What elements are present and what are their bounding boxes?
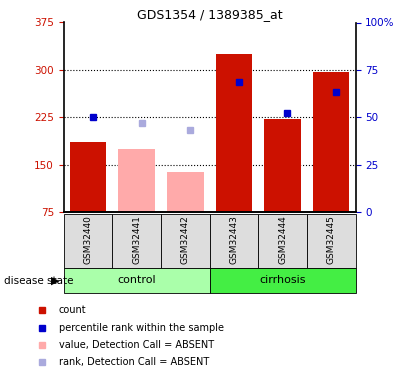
- Text: rank, Detection Call = ABSENT: rank, Detection Call = ABSENT: [59, 357, 209, 368]
- Text: value, Detection Call = ABSENT: value, Detection Call = ABSENT: [59, 340, 214, 350]
- Text: GSM32445: GSM32445: [327, 215, 336, 264]
- Bar: [64, 214, 112, 268]
- Bar: [161, 214, 210, 268]
- Text: count: count: [59, 305, 86, 315]
- Title: GDS1354 / 1389385_at: GDS1354 / 1389385_at: [137, 8, 282, 21]
- Bar: [118, 149, 155, 212]
- Text: ▶: ▶: [51, 276, 60, 285]
- Bar: [70, 142, 106, 212]
- Text: percentile rank within the sample: percentile rank within the sample: [59, 323, 224, 333]
- Bar: [313, 72, 349, 212]
- Text: GSM32442: GSM32442: [181, 216, 190, 264]
- Bar: [210, 268, 356, 292]
- Text: cirrhosis: cirrhosis: [259, 275, 306, 285]
- Bar: [264, 119, 301, 212]
- Bar: [64, 268, 210, 292]
- Bar: [216, 54, 252, 212]
- Bar: [307, 214, 356, 268]
- Bar: [258, 214, 307, 268]
- Bar: [210, 214, 258, 268]
- Text: GSM32444: GSM32444: [278, 216, 287, 264]
- Bar: [167, 172, 203, 212]
- Bar: [112, 214, 161, 268]
- Text: GSM32441: GSM32441: [132, 215, 141, 264]
- Text: GSM32443: GSM32443: [229, 215, 238, 264]
- Text: control: control: [118, 275, 156, 285]
- Text: GSM32440: GSM32440: [83, 215, 92, 264]
- Text: disease state: disease state: [4, 276, 74, 285]
